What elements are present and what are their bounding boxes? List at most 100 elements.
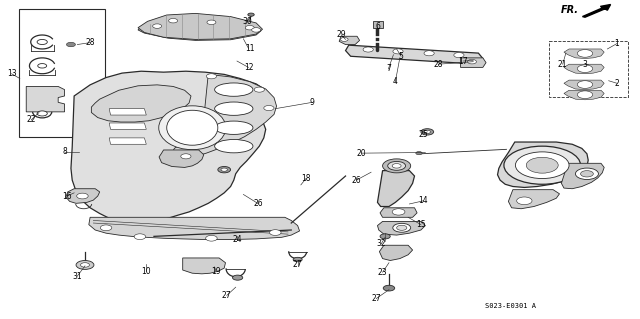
Circle shape [454, 53, 464, 58]
Text: 28: 28 [433, 60, 443, 69]
Circle shape [393, 223, 411, 232]
Circle shape [252, 28, 260, 32]
Circle shape [264, 106, 274, 111]
Bar [19, 9, 105, 137]
Polygon shape [159, 150, 204, 167]
Circle shape [421, 129, 434, 135]
Circle shape [424, 130, 431, 133]
Circle shape [380, 234, 390, 239]
Text: 4: 4 [393, 77, 398, 86]
Circle shape [393, 49, 403, 54]
Text: 7: 7 [386, 64, 391, 73]
Text: 24: 24 [232, 235, 242, 244]
Circle shape [388, 161, 406, 170]
Text: 1: 1 [614, 39, 620, 48]
Polygon shape [461, 58, 486, 67]
Text: 15: 15 [416, 220, 426, 229]
Polygon shape [380, 208, 417, 217]
Circle shape [81, 263, 90, 267]
Text: 13: 13 [7, 69, 17, 78]
Polygon shape [564, 90, 604, 100]
Text: 30: 30 [243, 17, 252, 26]
Circle shape [207, 20, 216, 25]
Circle shape [467, 59, 476, 64]
Circle shape [38, 63, 47, 68]
Circle shape [76, 261, 94, 269]
Ellipse shape [214, 102, 253, 115]
Circle shape [221, 168, 227, 171]
Circle shape [515, 152, 569, 179]
Circle shape [206, 74, 216, 79]
Ellipse shape [214, 121, 253, 134]
Text: 8: 8 [62, 147, 67, 156]
Text: 16: 16 [62, 191, 72, 201]
Text: 5: 5 [399, 52, 404, 61]
Text: 26: 26 [351, 176, 361, 185]
Text: 27: 27 [371, 294, 381, 303]
Ellipse shape [214, 83, 253, 96]
Text: 9: 9 [310, 98, 315, 107]
Text: 2: 2 [614, 79, 620, 88]
Text: 28: 28 [85, 38, 95, 47]
Circle shape [254, 87, 264, 92]
Polygon shape [66, 189, 100, 203]
Text: 25: 25 [419, 130, 428, 138]
Text: 32: 32 [376, 239, 386, 248]
Ellipse shape [214, 139, 253, 153]
Circle shape [134, 234, 146, 240]
Circle shape [340, 38, 348, 41]
Polygon shape [138, 13, 262, 40]
Polygon shape [564, 80, 604, 90]
Circle shape [416, 152, 422, 155]
Polygon shape [378, 221, 426, 235]
Polygon shape [26, 86, 65, 112]
Circle shape [293, 257, 302, 262]
Circle shape [424, 51, 434, 56]
Circle shape [37, 111, 47, 116]
Polygon shape [548, 41, 628, 97]
Circle shape [232, 275, 243, 280]
Circle shape [526, 157, 558, 173]
Polygon shape [497, 142, 588, 188]
Circle shape [363, 47, 373, 52]
Circle shape [169, 19, 177, 23]
Circle shape [383, 159, 411, 173]
Polygon shape [182, 258, 225, 274]
Text: 31: 31 [72, 271, 82, 281]
Circle shape [67, 42, 76, 47]
Text: 3: 3 [582, 60, 588, 69]
Text: 21: 21 [558, 60, 568, 69]
Text: 14: 14 [419, 196, 428, 205]
Circle shape [392, 164, 401, 168]
Circle shape [575, 168, 598, 180]
Text: S023-E0301 A: S023-E0301 A [484, 303, 536, 309]
Text: 27: 27 [222, 291, 232, 300]
Polygon shape [138, 22, 261, 41]
Ellipse shape [159, 106, 226, 150]
Circle shape [218, 167, 230, 173]
Polygon shape [380, 245, 413, 261]
Circle shape [577, 91, 593, 99]
Text: 27: 27 [293, 260, 303, 270]
Circle shape [37, 40, 47, 45]
Circle shape [248, 13, 254, 16]
Text: FR.: FR. [561, 5, 579, 15]
Text: 29: 29 [336, 30, 346, 39]
Polygon shape [71, 71, 269, 224]
Text: 11: 11 [245, 44, 255, 53]
Circle shape [516, 197, 532, 204]
Circle shape [577, 65, 593, 72]
Polygon shape [564, 64, 604, 74]
Ellipse shape [167, 110, 218, 145]
Circle shape [392, 209, 405, 215]
Text: 18: 18 [301, 174, 310, 183]
Text: 19: 19 [211, 267, 221, 276]
Polygon shape [92, 85, 191, 122]
Circle shape [180, 154, 191, 159]
Circle shape [577, 50, 593, 57]
Text: 22: 22 [27, 115, 36, 124]
Polygon shape [561, 163, 604, 189]
Circle shape [504, 146, 580, 184]
Circle shape [153, 24, 162, 28]
Text: 23: 23 [378, 268, 387, 277]
